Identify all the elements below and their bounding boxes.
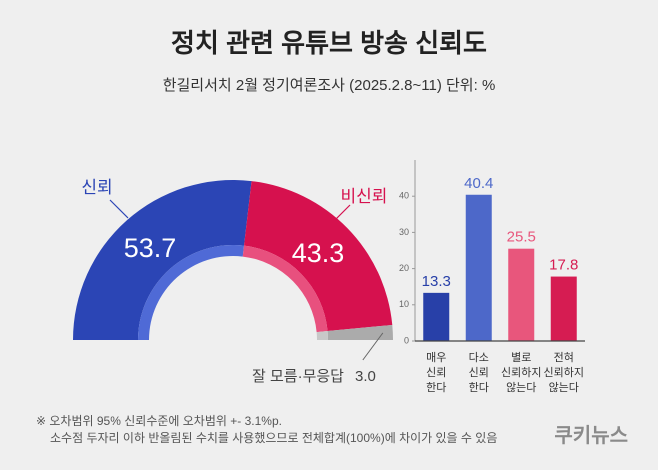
chart-title: 정치 관련 유튜브 방송 신뢰도 [171, 28, 487, 58]
bar [423, 292, 450, 341]
value-label: 17.8 [549, 257, 578, 274]
value-label: 3.0 [355, 368, 376, 385]
x-tick-label: 신뢰하지 [544, 365, 584, 379]
x-tick-label: 않는다 [549, 381, 579, 394]
bar [508, 248, 535, 341]
category-label: 잘 모름·무응답 [252, 368, 344, 385]
value-label: 25.5 [507, 229, 536, 246]
x-tick-label: 신뢰 [426, 366, 446, 379]
x-tick-label: 한다 [426, 381, 446, 394]
leader-line [362, 332, 384, 361]
leader-line [334, 204, 351, 221]
category-label: 비신뢰 [341, 187, 388, 206]
value-label: 53.7 [124, 233, 177, 263]
x-tick-label: 매우 [426, 351, 446, 364]
donut-segment [327, 324, 393, 340]
y-tick-label: 30 [399, 227, 409, 237]
donut-segment [244, 181, 393, 332]
footnote: ※ 오차범위 95% 신뢰수준에 오차범위 +- 3.1%p. [36, 414, 282, 428]
bar [550, 276, 577, 341]
donut-inner-ring [138, 244, 245, 340]
y-tick-label: 0 [404, 335, 409, 345]
x-tick-label: 한다 [469, 381, 489, 394]
value-label: 40.4 [464, 175, 493, 192]
donut-inner-ring [242, 245, 328, 333]
footnote: 소수점 두자리 이하 반올림된 수치를 사용했으므로 전체합계(100%)에 차… [50, 431, 497, 445]
bar [465, 194, 492, 341]
y-tick-label: 40 [399, 191, 409, 201]
value-label: 13.3 [422, 273, 451, 290]
brand-logo: 쿠키뉴스 [554, 424, 628, 447]
y-tick-label: 20 [399, 263, 409, 273]
x-tick-label: 다소 [469, 351, 489, 364]
donut-inner-ring [316, 331, 328, 340]
x-tick-label: 별로 [511, 351, 531, 364]
chart-subtitle: 한길리서치 2월 정기여론조사 (2025.2.8~11) 단위: % [163, 77, 496, 94]
x-tick-label: 신뢰하지 [501, 365, 541, 379]
leader-line [109, 199, 129, 219]
x-tick-label: 전혀 [554, 351, 574, 364]
y-tick-label: 10 [399, 299, 409, 309]
x-tick-label: 않는다 [506, 381, 536, 394]
x-tick-label: 신뢰 [469, 366, 489, 379]
donut-segment [73, 180, 252, 340]
category-label: 신뢰 [81, 178, 112, 197]
value-label: 43.3 [292, 238, 345, 268]
